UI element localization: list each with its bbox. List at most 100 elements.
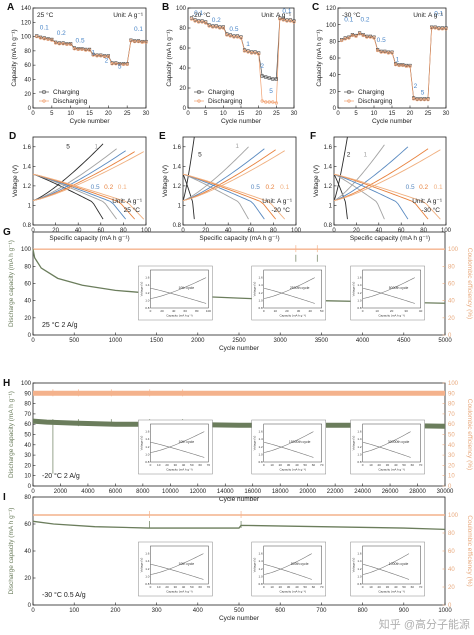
point-discharging <box>386 51 391 55</box>
inset-discharge-curve <box>263 441 314 458</box>
point-discharging <box>106 54 110 59</box>
point-discharging <box>193 19 197 23</box>
point-discharging <box>358 32 362 36</box>
x-tick-label: 0 <box>336 111 340 117</box>
point-discharging <box>397 63 401 68</box>
rate-label: 0.2 <box>57 30 66 37</box>
x-tick-label: 40 <box>375 228 382 234</box>
rate-label: 5 <box>118 64 122 71</box>
point-charging <box>204 20 208 24</box>
inset-x-tick-label: 70 <box>207 463 211 467</box>
inset-x-tick-label: 50 <box>190 585 194 589</box>
x-tick-label: 26000 <box>382 489 399 495</box>
x-tick-label: 40 <box>225 228 232 234</box>
x-tick-label: 400 <box>193 608 204 614</box>
point-discharging <box>379 50 383 54</box>
inset-x-tick-label: 0 <box>362 463 364 467</box>
inset-x-tick-label: 60 <box>198 463 202 467</box>
y-tick-label: 60 <box>24 282 31 288</box>
point-discharging <box>260 99 264 103</box>
panel-letter: A <box>7 2 14 13</box>
point-discharging <box>189 17 194 21</box>
y-tick-label: 1 <box>28 204 32 210</box>
x-tick-label: 2500 <box>232 338 246 344</box>
point-discharging <box>404 64 409 68</box>
inset-x-tick-label: 60 <box>198 585 202 589</box>
unit-label: Unit: A g⁻¹ <box>413 12 444 19</box>
point-discharging <box>50 38 54 42</box>
x-axis-label: Specific capacity (mA h g⁻¹) <box>199 235 279 242</box>
inset-y-label: Voltage (V) <box>253 558 257 573</box>
inset-x-tick-label: 20 <box>279 463 283 467</box>
y-tick-label: 1.4 <box>173 164 182 170</box>
y-tick-label: 0 <box>28 603 32 609</box>
legend-label-discharging: Discharging <box>358 98 393 105</box>
curve-rate-label: 0.5 <box>406 184 415 191</box>
inset-axes <box>362 423 421 463</box>
x-tick-label: 15 <box>238 111 245 117</box>
point-charging <box>218 25 222 29</box>
x-tick-label: 2000 <box>54 489 68 495</box>
y-tick-label: 0 <box>28 333 32 339</box>
inset-x-label: Capacity (mA h g⁻¹) <box>166 590 192 594</box>
temperature-label: -30 °C <box>422 206 441 214</box>
x-tick-label: 20 <box>407 111 414 117</box>
inset-frame <box>350 265 425 321</box>
charge-curve <box>32 143 104 201</box>
point-discharging <box>278 17 282 21</box>
x-axis-label: Specific capacity (mA h g⁻¹) <box>49 235 129 242</box>
inset-x-tick-label: 50 <box>190 463 194 467</box>
curve-rate-label: 0.2 <box>265 184 274 191</box>
legend-marker-discharging <box>197 99 201 103</box>
charge-curve <box>32 150 126 201</box>
point-discharging <box>372 36 376 40</box>
legend-marker-charging <box>42 90 46 94</box>
x-tick-label: 15 <box>86 111 93 117</box>
y-axis-label: Capacity (mA h g⁻¹) <box>316 29 323 86</box>
gcd-panel-F: 0 20 40 60 80 100 0.8 1 1.2 1.4 1.6 Specific capaci… <box>310 131 452 242</box>
inset-1: 0 20 40 60 80 100 0.8 1.0 1.2 1.4 1.6 10th cycle Cap… <box>138 265 213 321</box>
curve-rate-label: 5 <box>198 152 202 159</box>
inset-y-tick-label: 1.0 <box>145 298 150 302</box>
point-discharging <box>350 33 355 38</box>
y-tick-label: 40 <box>179 66 186 72</box>
point-charging <box>197 19 201 23</box>
point-discharging <box>228 34 232 38</box>
x-tick-label: 0 <box>332 228 336 234</box>
rate-label: 0.5 <box>229 26 238 33</box>
inset-3: 0 10 20 30 40 50 60 70 0.8 1.0 1.2 1.4 1.6 1000th cyc… <box>350 541 425 597</box>
curve-rate-label: 0.1 <box>280 184 289 191</box>
inset-x-tick-label: 100 <box>206 309 211 313</box>
discharge-curve <box>333 173 348 220</box>
y-tick-label: 40 <box>329 73 336 79</box>
inset-x-label: Capacity (mA h g⁻¹) <box>378 590 404 594</box>
point-discharging <box>110 62 114 66</box>
temperature-label: -30 °C <box>342 11 361 19</box>
inset-y-tick-label: 1.4 <box>259 437 264 441</box>
x-tick-label: 80 <box>420 228 427 234</box>
y-tick-label: 1.2 <box>23 184 32 190</box>
discharge-curve <box>182 173 286 220</box>
x-tick-label: 1000 <box>109 338 123 344</box>
x-axis-label: Cycle number <box>219 345 260 352</box>
inset-x-tick-label: 70 <box>320 585 324 589</box>
legend-label-discharging: Discharging <box>208 98 243 105</box>
point-discharging <box>197 20 201 24</box>
point-discharging <box>274 101 278 105</box>
curve-rate-label: 5 <box>66 144 70 151</box>
series-line-discharging <box>191 18 295 104</box>
inset-x-tick-label: 20 <box>390 309 394 313</box>
point-discharging <box>84 48 88 52</box>
y-tick-label: 100 <box>21 381 32 387</box>
x-tick-label: 10 <box>371 111 378 117</box>
point-charging <box>257 51 261 55</box>
gcd-panel-E: 0 20 40 60 80 100 0.8 1 1.2 1.4 1.6 Specific capaci… <box>159 131 302 242</box>
inset-axes <box>263 423 322 463</box>
point-charging <box>246 49 250 53</box>
panel-letter: I <box>3 492 6 503</box>
inset-y-tick-label: 1.0 <box>145 574 150 578</box>
point-discharging <box>264 100 268 104</box>
inset-y-tick-label: 1.6 <box>259 276 264 280</box>
point-discharging <box>61 42 65 46</box>
